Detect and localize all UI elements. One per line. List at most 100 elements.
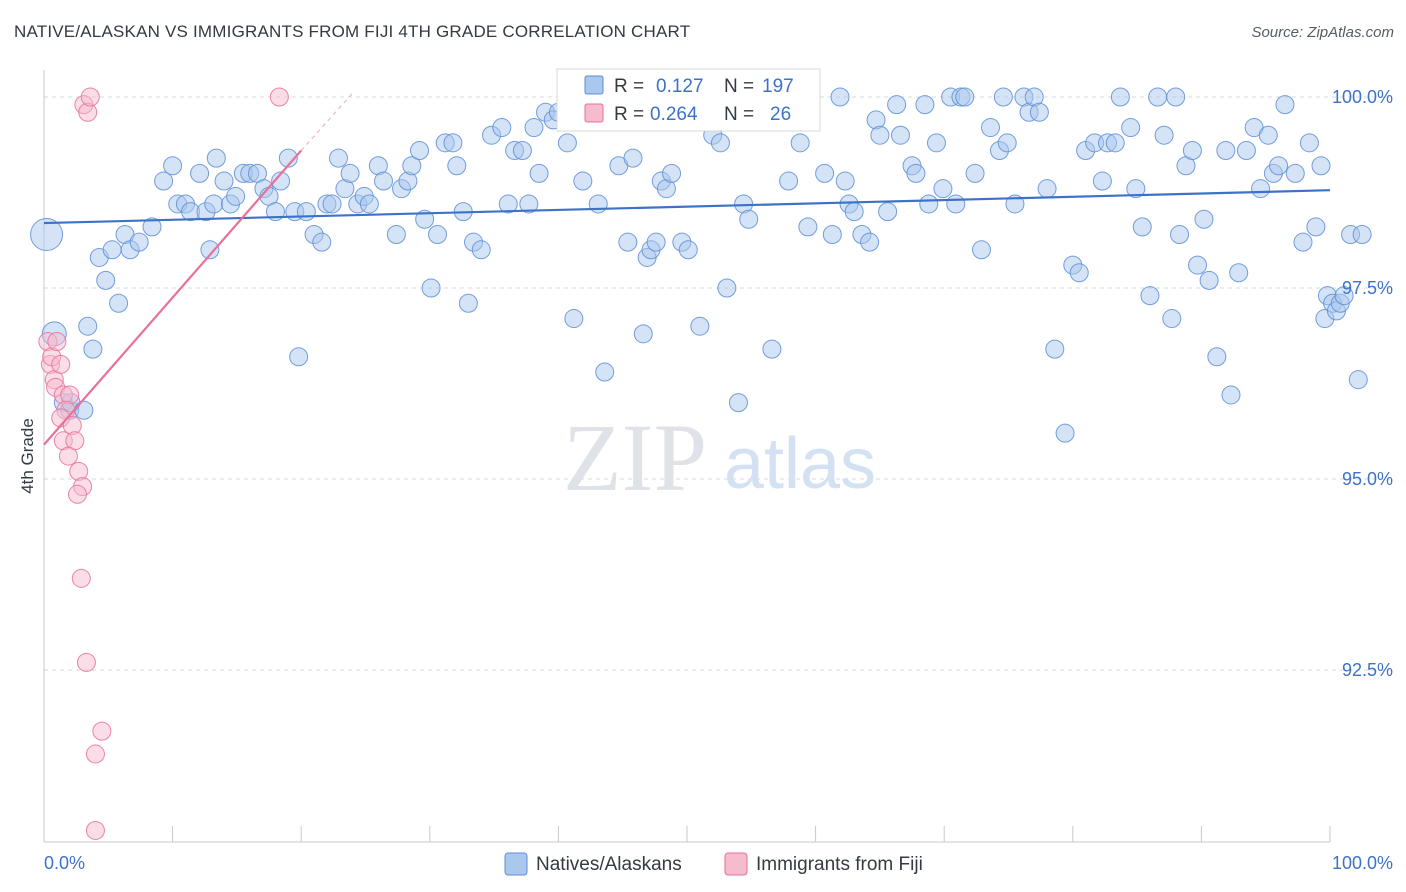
natives-point [739, 209, 759, 229]
natives-point [96, 270, 116, 290]
natives-point [1029, 102, 1049, 122]
natives-point [557, 133, 577, 153]
legend-label-fiji: Immigrants from Fiji [756, 854, 923, 875]
natives-point [595, 362, 615, 382]
natives-point [1306, 217, 1326, 237]
natives-point [1293, 232, 1313, 252]
stats-r-value-pink: 0.264 [650, 104, 698, 125]
natives-point [1170, 225, 1190, 245]
trend-line-natives [43, 189, 1331, 225]
natives-point [890, 125, 910, 145]
chart-title: NATIVE/ALASKAN VS IMMIGRANTS FROM FIJI 4… [14, 22, 691, 41]
natives-point [790, 133, 810, 153]
natives-point [844, 202, 864, 222]
stats-r-label-blue: R = [614, 76, 644, 97]
natives-point [717, 278, 737, 298]
natives-point [822, 225, 842, 245]
natives-point [815, 163, 835, 183]
natives-point [74, 400, 94, 420]
natives-point [906, 163, 926, 183]
y-tick-labels: 100.0% 97.5% 95.0% 92.5% [1332, 87, 1393, 680]
y-tick-label-1: 97.5% [1342, 278, 1393, 298]
fiji-point [76, 652, 96, 672]
natives-point [204, 194, 224, 214]
natives-point [154, 171, 174, 191]
natives-point [798, 217, 818, 237]
natives-point [421, 278, 441, 298]
natives-point [1110, 87, 1130, 107]
stats-swatch-blue [584, 75, 604, 95]
natives-point [633, 324, 653, 344]
fiji-point [85, 820, 105, 840]
natives-point [1126, 179, 1146, 199]
natives-point [1269, 156, 1289, 176]
series-natives-alaskans [30, 87, 1372, 443]
natives-point [919, 194, 939, 214]
natives-point [830, 87, 850, 107]
natives-point [878, 202, 898, 222]
y-tick-label-3: 92.5% [1342, 660, 1393, 680]
gridlines [44, 96, 1390, 671]
stats-n-label-pink: N = [724, 104, 754, 125]
natives-point [980, 118, 1000, 138]
legend-label-natives: Natives/Alaskans [536, 854, 682, 875]
natives-point [1132, 217, 1152, 237]
natives-point [30, 218, 64, 252]
natives-point [1194, 209, 1214, 229]
natives-point [1037, 179, 1057, 199]
natives-point [955, 87, 975, 107]
natives-point [1299, 133, 1319, 153]
natives-point [1348, 370, 1368, 390]
natives-point [359, 194, 379, 214]
natives-point [83, 339, 103, 359]
fiji-point [58, 446, 78, 466]
natives-point [519, 194, 539, 214]
natives-point [1092, 171, 1112, 191]
natives-point [926, 133, 946, 153]
natives-point [1188, 255, 1208, 275]
stats-legend: R = 0.127 N = 197 R = 0.264 N = 26 [556, 68, 821, 132]
natives-point [1105, 133, 1125, 153]
natives-point [512, 140, 532, 160]
natives-point [933, 179, 953, 199]
natives-point [1166, 87, 1186, 107]
natives-point [129, 232, 149, 252]
natives-point [458, 293, 478, 313]
natives-point [835, 171, 855, 191]
stats-n-value-blue: 197 [762, 76, 794, 97]
fiji-point [71, 568, 91, 588]
trend-line-fiji-extension [300, 92, 354, 151]
natives-point [214, 171, 234, 191]
natives-point [1221, 385, 1241, 405]
natives-point [1275, 95, 1295, 115]
natives-point [529, 163, 549, 183]
natives-point [1162, 309, 1182, 329]
natives-point [1045, 339, 1065, 359]
natives-point [142, 217, 162, 237]
natives-point [564, 309, 584, 329]
natives-point [1207, 347, 1227, 367]
natives-point [443, 133, 463, 153]
stats-n-label-blue: N = [724, 76, 754, 97]
natives-point [1258, 125, 1278, 145]
natives-point [271, 171, 291, 191]
natives-point [993, 87, 1013, 107]
natives-point [402, 156, 422, 176]
natives-point [109, 293, 129, 313]
natives-point [1285, 163, 1305, 183]
fiji-point [47, 331, 67, 351]
trend-line-fiji [43, 149, 303, 446]
natives-point [1069, 263, 1089, 283]
natives-point [1055, 423, 1075, 443]
natives-point [860, 232, 880, 252]
natives-point [1140, 286, 1160, 306]
stats-swatch-pink [584, 103, 604, 123]
natives-point [386, 225, 406, 245]
natives-point [1121, 118, 1141, 138]
natives-point [428, 225, 448, 245]
fiji-point [269, 87, 289, 107]
source-credit: Source: ZipAtlas.com [1251, 24, 1394, 41]
natives-point [492, 118, 512, 138]
x-tick-label-max: 100.0% [1332, 853, 1393, 873]
